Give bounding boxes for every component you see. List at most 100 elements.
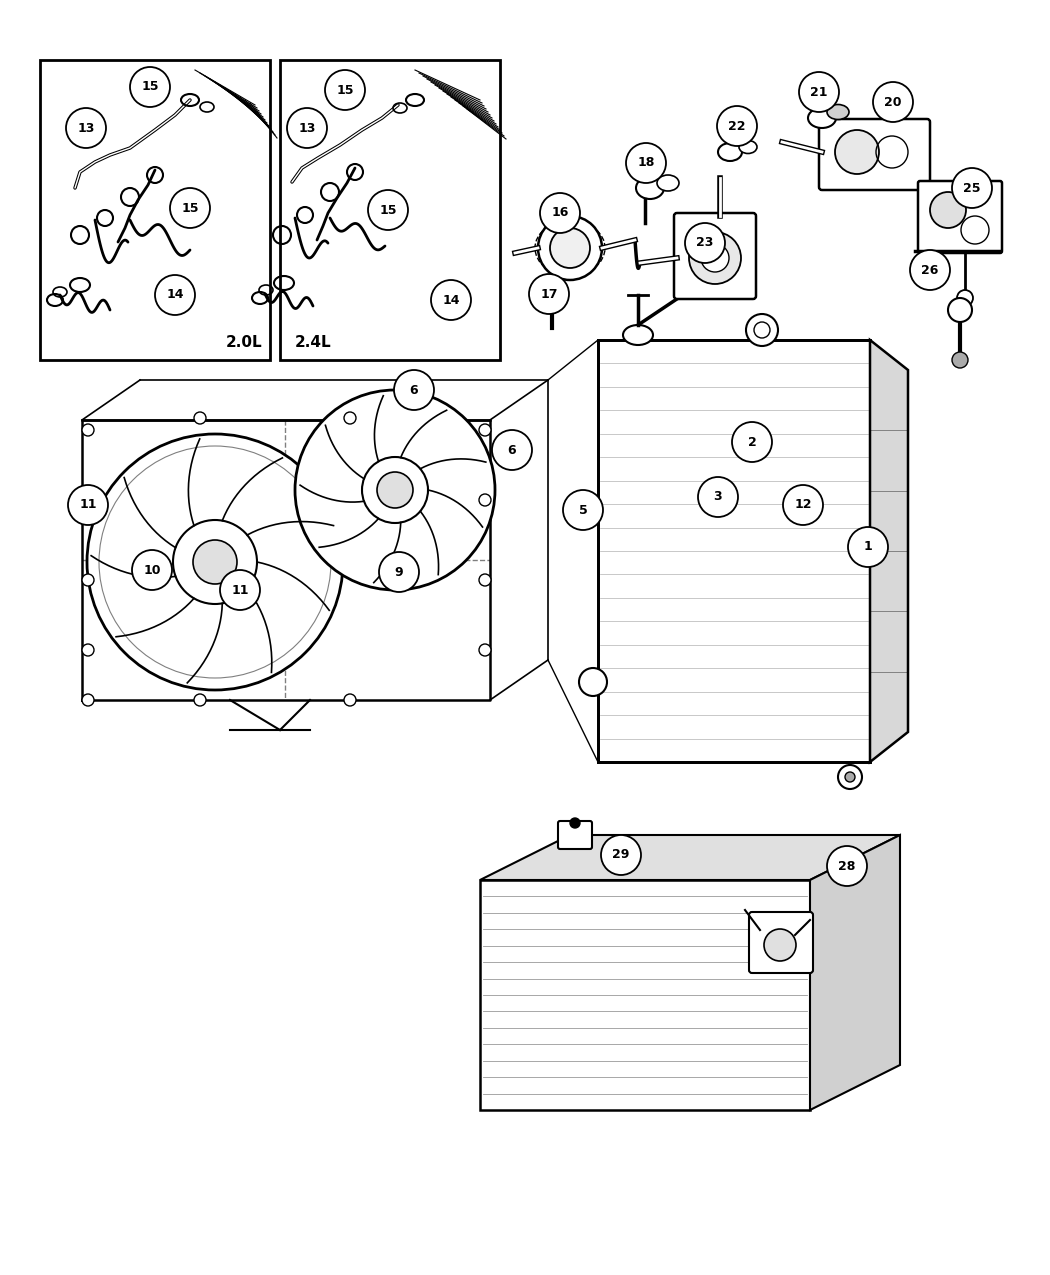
Text: 20: 20 <box>884 96 902 108</box>
Text: 12: 12 <box>794 499 812 511</box>
Circle shape <box>952 352 968 368</box>
Text: 11: 11 <box>231 584 249 597</box>
Ellipse shape <box>623 325 653 346</box>
Text: 16: 16 <box>551 207 569 219</box>
Circle shape <box>685 223 724 263</box>
Circle shape <box>570 819 580 827</box>
Polygon shape <box>870 340 908 762</box>
Text: 26: 26 <box>921 264 939 277</box>
Circle shape <box>529 274 569 314</box>
Circle shape <box>82 493 94 506</box>
Ellipse shape <box>376 484 404 505</box>
Circle shape <box>579 668 607 696</box>
Text: 13: 13 <box>78 121 94 134</box>
Circle shape <box>479 644 491 657</box>
Text: 29: 29 <box>612 848 630 862</box>
Circle shape <box>194 694 206 706</box>
Text: 18: 18 <box>637 157 655 170</box>
Text: 15: 15 <box>379 204 397 217</box>
Ellipse shape <box>444 507 476 532</box>
Circle shape <box>952 168 992 208</box>
Text: 14: 14 <box>166 288 184 301</box>
Polygon shape <box>810 835 900 1111</box>
Text: 3: 3 <box>714 491 722 504</box>
Circle shape <box>68 484 108 525</box>
Text: 15: 15 <box>336 83 354 97</box>
Circle shape <box>82 425 94 436</box>
Circle shape <box>87 434 343 690</box>
Text: 1: 1 <box>863 541 873 553</box>
Circle shape <box>344 694 356 706</box>
FancyBboxPatch shape <box>280 60 500 360</box>
Text: 25: 25 <box>963 181 981 195</box>
Circle shape <box>957 289 973 306</box>
Ellipse shape <box>827 105 849 120</box>
Text: 13: 13 <box>298 121 316 134</box>
Text: 2: 2 <box>748 436 756 449</box>
Circle shape <box>717 106 757 147</box>
Circle shape <box>368 190 408 230</box>
Text: 10: 10 <box>143 564 161 576</box>
Bar <box>480 880 810 1111</box>
Circle shape <box>295 390 495 590</box>
Ellipse shape <box>441 465 479 493</box>
Circle shape <box>701 244 729 272</box>
Circle shape <box>732 422 772 462</box>
Circle shape <box>538 215 602 280</box>
Circle shape <box>326 70 365 110</box>
Circle shape <box>827 847 867 886</box>
Ellipse shape <box>657 175 679 191</box>
Circle shape <box>689 232 741 284</box>
FancyBboxPatch shape <box>819 119 930 190</box>
Text: 23: 23 <box>696 236 714 250</box>
Text: 11: 11 <box>79 499 97 511</box>
Text: 6: 6 <box>508 444 517 456</box>
Text: 21: 21 <box>811 85 827 98</box>
Bar <box>598 340 870 762</box>
Circle shape <box>601 835 640 875</box>
Polygon shape <box>480 835 900 880</box>
Circle shape <box>132 550 172 590</box>
Circle shape <box>783 484 823 525</box>
Circle shape <box>82 694 94 706</box>
Circle shape <box>563 490 603 530</box>
Circle shape <box>377 472 413 507</box>
Circle shape <box>698 477 738 516</box>
Text: 2.4L: 2.4L <box>295 335 332 351</box>
Text: 9: 9 <box>395 566 403 579</box>
Text: 17: 17 <box>541 287 558 301</box>
Circle shape <box>910 250 950 289</box>
Circle shape <box>550 228 590 268</box>
Ellipse shape <box>368 479 412 511</box>
Circle shape <box>746 314 778 346</box>
Circle shape <box>542 293 562 312</box>
Text: 15: 15 <box>182 201 198 214</box>
Circle shape <box>173 520 257 604</box>
Circle shape <box>379 552 419 592</box>
FancyBboxPatch shape <box>558 821 592 849</box>
Circle shape <box>626 143 666 184</box>
Text: 15: 15 <box>142 80 159 93</box>
Ellipse shape <box>739 140 757 153</box>
Ellipse shape <box>808 108 836 128</box>
Circle shape <box>344 412 356 425</box>
Text: 5: 5 <box>579 504 587 516</box>
Circle shape <box>130 68 170 107</box>
Circle shape <box>873 82 914 122</box>
Circle shape <box>764 929 796 961</box>
Circle shape <box>948 298 972 323</box>
FancyBboxPatch shape <box>749 912 813 973</box>
Text: 6: 6 <box>410 384 418 397</box>
Ellipse shape <box>206 550 240 575</box>
Circle shape <box>82 644 94 657</box>
Circle shape <box>155 275 195 315</box>
Circle shape <box>194 412 206 425</box>
Text: 2.0L: 2.0L <box>226 335 262 351</box>
Circle shape <box>82 574 94 586</box>
Circle shape <box>170 187 210 228</box>
Text: 14: 14 <box>442 293 460 306</box>
Circle shape <box>479 574 491 586</box>
Circle shape <box>848 527 888 567</box>
Circle shape <box>362 456 428 523</box>
Circle shape <box>220 570 260 609</box>
